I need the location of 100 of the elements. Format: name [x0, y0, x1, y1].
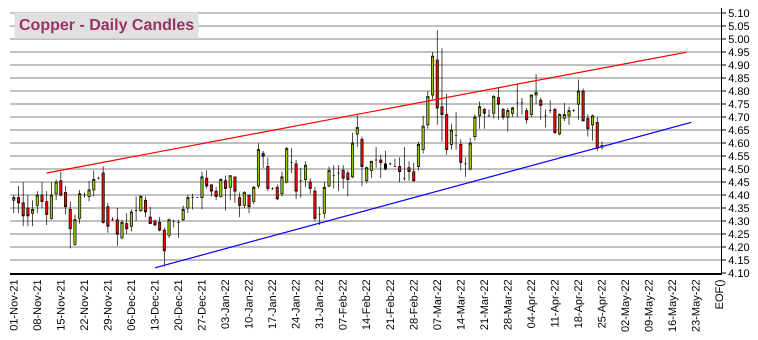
candlestick: [73, 214, 76, 246]
candlestick: [182, 205, 185, 222]
candlestick: [365, 166, 368, 184]
candlestick: [492, 94, 496, 119]
y-tick-label: 4.10: [728, 268, 750, 280]
x-tick-label: 29-Nov-21: [102, 279, 114, 331]
candlestick: [426, 90, 430, 130]
candlestick: [544, 108, 547, 128]
candlestick: [92, 170, 96, 197]
candlestick: [398, 157, 402, 182]
x-tick-label: 16-May-22: [667, 279, 680, 332]
candlestick: [384, 150, 387, 171]
candlestick: [478, 101, 482, 130]
x-tick-label: 17-Jan-22: [267, 279, 280, 329]
y-tick-label: 4.80: [728, 86, 750, 98]
candlestick: [50, 182, 53, 220]
candlestick: [332, 164, 336, 189]
y-tick-label: 4.35: [728, 202, 750, 215]
y-tick-label: 4.30: [728, 216, 750, 228]
y-tick-label: 4.90: [728, 60, 750, 72]
y-tick-label: 4.95: [728, 47, 750, 60]
x-tick-label: 22-Nov-21: [78, 279, 91, 331]
candlestick: [342, 164, 345, 189]
candlestick: [539, 97, 542, 120]
candlestick: [78, 190, 82, 224]
y-tick-label: 4.55: [728, 150, 750, 163]
x-tick-label: 28-Feb-22: [408, 279, 420, 330]
candlestick: [454, 112, 458, 150]
x-tick-label: 27-Dec-21: [196, 279, 209, 331]
x-tick-label: 31-Jan-22: [314, 279, 326, 329]
y-tick-label: 4.45: [728, 176, 750, 189]
y-tick-label: 5.10: [728, 8, 750, 20]
x-tick-label: 07-Mar-22: [432, 279, 444, 330]
candlestick: [360, 136, 364, 186]
candlestick: [299, 167, 302, 198]
candlestick: [572, 108, 576, 112]
candlestick: [313, 186, 316, 222]
candlestick: [266, 157, 270, 192]
candlestick: [328, 166, 331, 188]
candlestick: [238, 192, 242, 218]
candlestick: [106, 202, 110, 234]
candlestick: [388, 162, 392, 166]
x-tick-label: 25-Apr-22: [596, 279, 609, 328]
candlestick: [176, 219, 180, 238]
candlestick: [402, 146, 406, 182]
x-tick-label: 08-Nov-21: [32, 279, 44, 331]
candlestick: [431, 52, 434, 100]
candlestick: [68, 201, 72, 249]
x-tick-label: EOF(): [714, 279, 726, 310]
x-tick-label: 11-Apr-22: [549, 279, 562, 328]
candlestick: [408, 160, 411, 182]
candlestick: [393, 158, 396, 167]
candlestick: [304, 160, 308, 188]
x-tick-label: 13-Dec-21: [150, 279, 162, 331]
y-tick-label: 4.75: [728, 98, 750, 111]
x-tick-label: 09-May-22: [644, 279, 656, 332]
candlestick: [308, 178, 312, 194]
candlestick: [318, 206, 322, 226]
text: Copper - Daily Candles: [19, 17, 194, 34]
candlestick: [464, 157, 467, 178]
candlestick: [186, 194, 190, 214]
y-tick-label: 4.50: [728, 164, 750, 176]
candlestick: [271, 186, 274, 190]
candlestick: [516, 82, 519, 118]
candlestick: [370, 160, 373, 179]
y-tick-label: 4.60: [728, 138, 750, 150]
candlestick: [82, 192, 86, 198]
x-tick-label: 14-Feb-22: [361, 279, 374, 330]
candlestick: [191, 193, 194, 210]
y-tick-label: 4.20: [728, 242, 750, 254]
candlestick: [148, 206, 152, 224]
x-tick-label: 21-Feb-22: [384, 279, 397, 330]
candlestick: [88, 180, 91, 202]
candlestick: [525, 108, 528, 124]
y-tick-label: 4.40: [728, 190, 750, 202]
candlestick: [54, 179, 58, 201]
candlestick: [356, 114, 359, 148]
x-tick-label: 24-Jan-22: [290, 279, 303, 329]
candlestick: [548, 100, 552, 114]
x-tick-label: 06-Dec-21: [126, 279, 138, 331]
y-tick-label: 5.05: [728, 21, 750, 34]
candlestick: [379, 154, 382, 179]
candlestick: [482, 108, 486, 130]
x-tick-label: 14-Mar-22: [455, 279, 468, 330]
x-tick-label: 21-Mar-22: [478, 279, 491, 330]
x-tick-label: 02-May-22: [620, 279, 632, 332]
x-tick-label: 23-May-22: [690, 279, 703, 332]
x-tick-label: 04-Apr-22: [526, 279, 538, 328]
candlestick: [450, 123, 453, 150]
y-tick-label: 4.15: [728, 254, 750, 267]
y-tick-label: 4.25: [728, 228, 750, 241]
x-tick-label: 10-Jan-22: [244, 279, 256, 329]
x-tick-label: 18-Apr-22: [572, 279, 585, 328]
y-tick-label: 4.65: [728, 124, 750, 137]
y-tick-label: 4.70: [728, 112, 750, 124]
x-tick-label: 15-Nov-21: [55, 279, 68, 331]
candlestick: [322, 182, 326, 219]
y-tick-label: 5.00: [728, 34, 750, 46]
candlestick: [468, 138, 472, 171]
candlestick: [102, 166, 105, 224]
